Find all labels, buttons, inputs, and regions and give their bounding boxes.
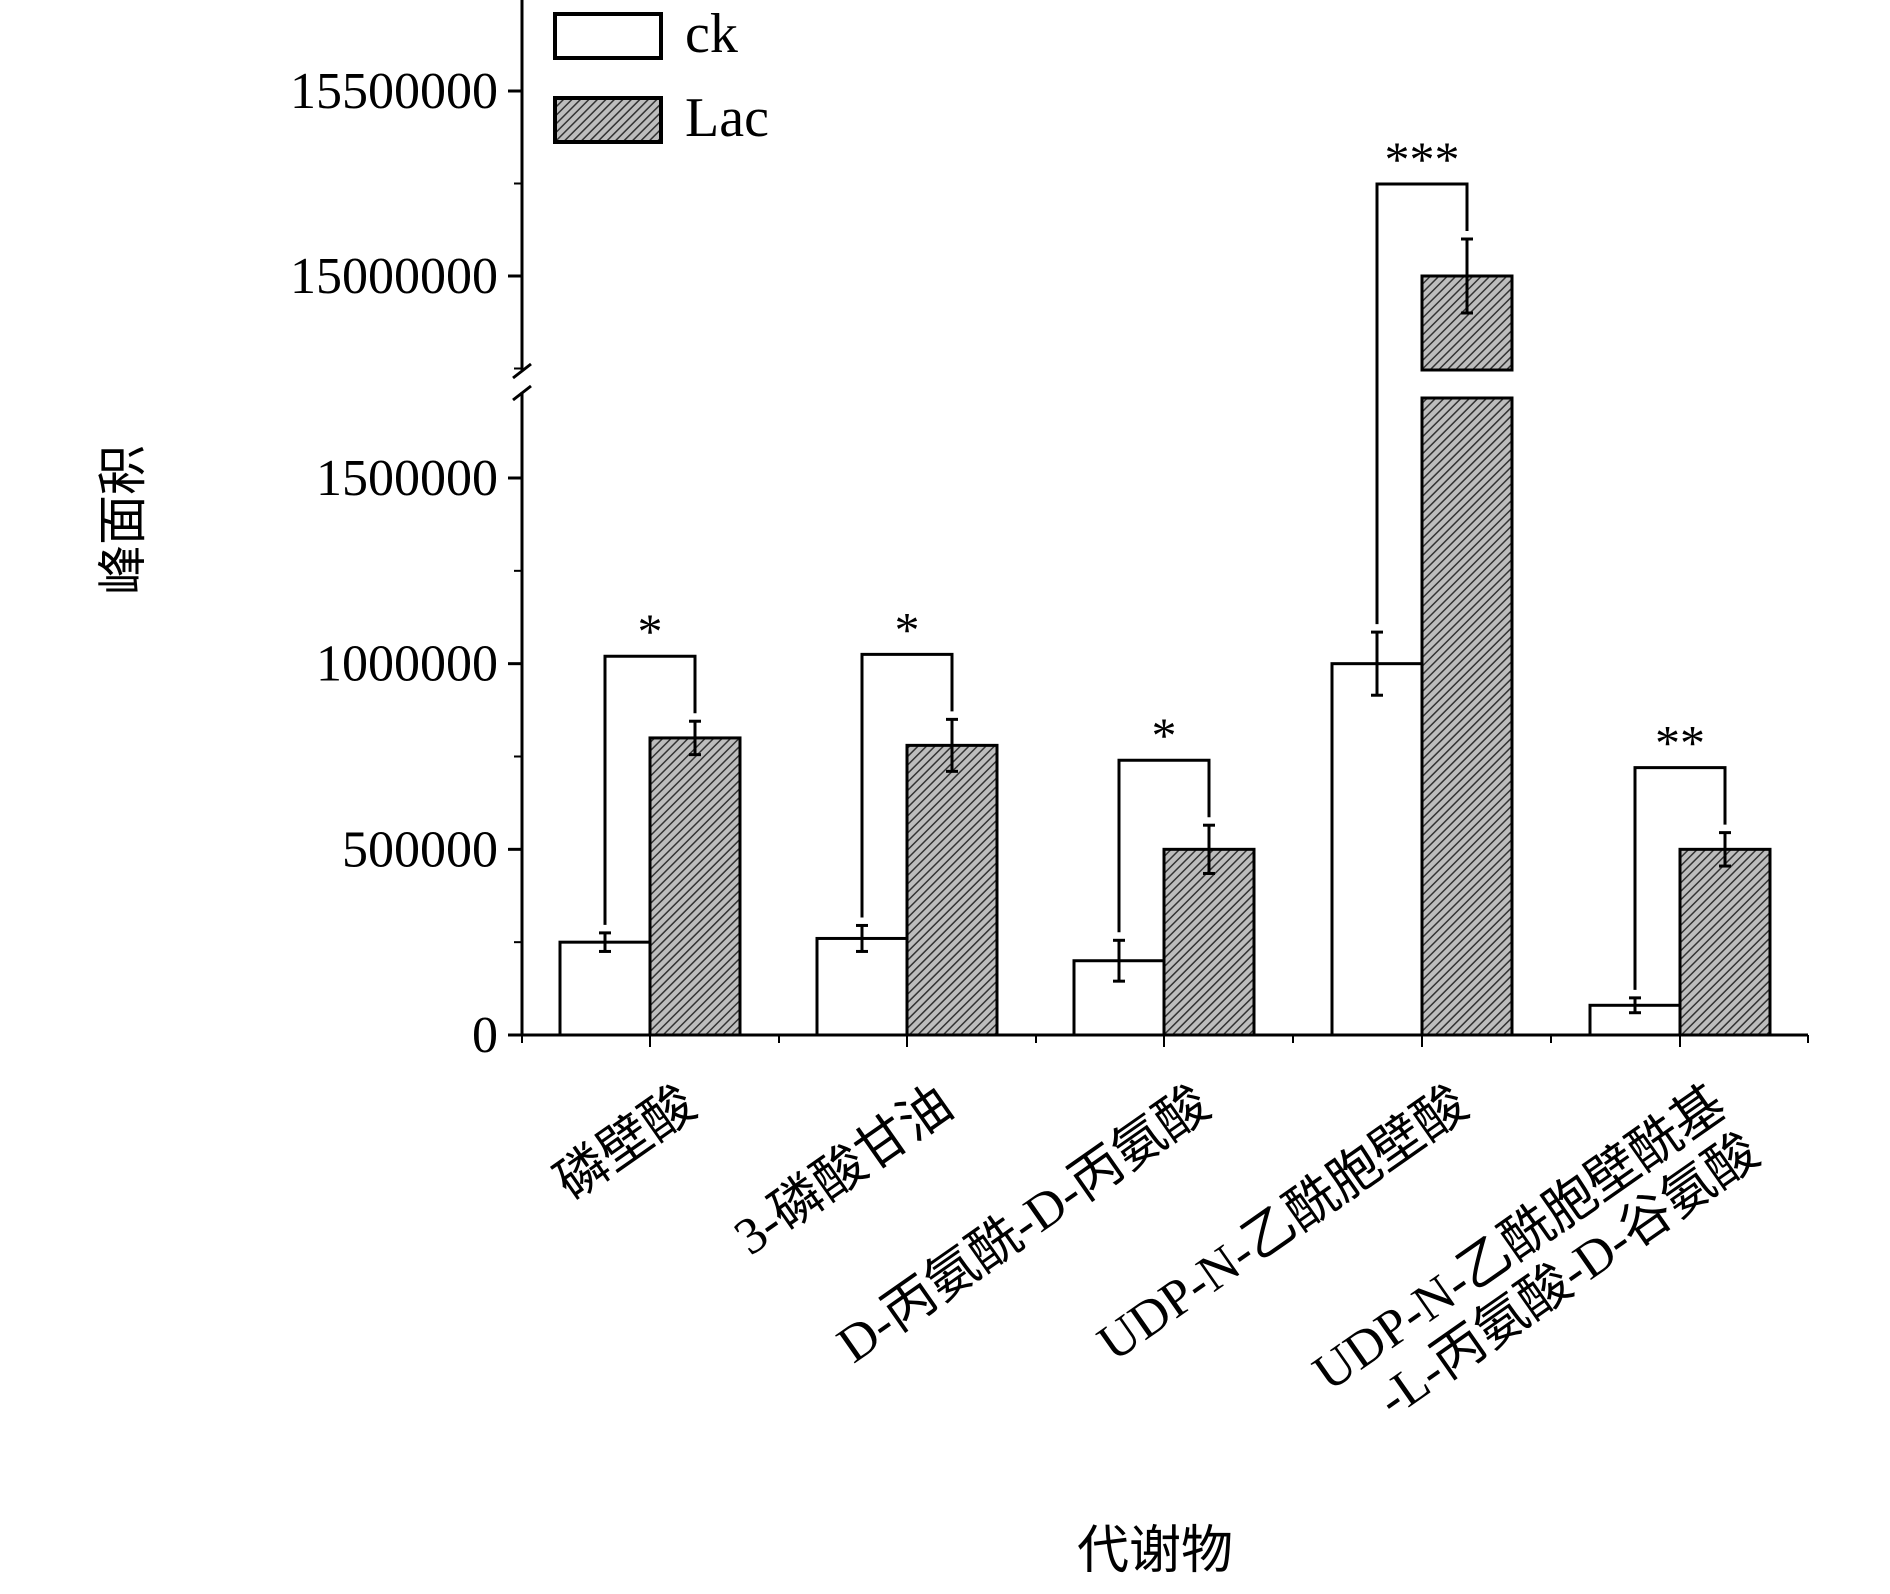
bar-Lac — [905, 743, 999, 1037]
x-tick-labels: 磷壁酸 3-磷酸甘油D-丙氨酰-D-丙氨酸UDP-N-乙酰胞壁酸UDP-N-乙酰胞… — [545, 1076, 1769, 1429]
error-bars — [599, 237, 1731, 1015]
y-tick-label: 15500000 — [290, 63, 498, 120]
axis-break-mark — [512, 362, 532, 380]
x-tick-label-group: 3-磷酸甘油 — [724, 1076, 963, 1267]
significance-mark: * — [1152, 707, 1177, 763]
y-tick-label: 15000000 — [290, 248, 498, 305]
legend-swatch-Lac — [553, 96, 663, 144]
significance-bracket — [603, 654, 697, 925]
significance-mark: * — [638, 603, 663, 659]
bar-ck — [558, 940, 652, 1037]
significance-mark: *** — [1385, 131, 1460, 187]
x-tick-label: UDP-N-乙酰胞壁酰基 — [1303, 1076, 1736, 1403]
bar-Lac — [648, 736, 742, 1037]
x-axis-label: 代谢物 — [1077, 1523, 1233, 1580]
axes: 0 500000 1000000 1500000 15000000 15500000 — [290, 0, 1809, 1064]
bar-ck — [1330, 662, 1424, 1037]
x-tick-label: 磷壁酸 — [545, 1076, 705, 1212]
significance-bracket — [1633, 766, 1727, 990]
bars — [558, 274, 1772, 1037]
y-tick-label: 500000 — [342, 821, 498, 878]
x-tick-label: 3-磷酸甘油 — [724, 1076, 963, 1267]
legend-label-Lac: Lac — [685, 87, 769, 149]
y-tick-label: 1500000 — [316, 450, 498, 507]
bar-Lac — [1420, 396, 1514, 1037]
legend: ck Lac — [553, 3, 769, 149]
legend-label-ck: ck — [685, 3, 738, 65]
significance-bracket — [860, 652, 954, 918]
legend-swatch-ck — [553, 12, 663, 60]
bar-Lac — [1162, 847, 1256, 1037]
axis-break-mark — [512, 384, 532, 402]
y-tick-label: 0 — [472, 1007, 498, 1064]
significance-bracket — [1375, 182, 1469, 625]
significance-mark: * — [895, 601, 920, 657]
significance-brackets: * ******* — [603, 131, 1727, 990]
significance-mark: ** — [1655, 715, 1705, 771]
x-tick-label-group: 磷壁酸 — [545, 1076, 705, 1212]
significance-bracket — [1117, 758, 1211, 933]
y-axis-label: 峰面积 — [95, 445, 151, 595]
y-tick-label: 1000000 — [316, 636, 498, 693]
bar-Lac — [1678, 847, 1772, 1037]
